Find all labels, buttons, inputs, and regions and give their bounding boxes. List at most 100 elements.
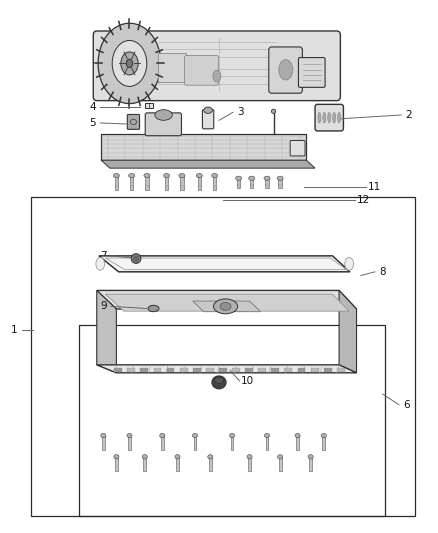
Text: 2: 2: [406, 110, 412, 120]
Ellipse shape: [212, 173, 218, 177]
Ellipse shape: [308, 455, 313, 459]
Bar: [250, 178, 254, 188]
Bar: [297, 368, 305, 372]
Ellipse shape: [144, 173, 150, 177]
Ellipse shape: [113, 173, 120, 177]
Bar: [285, 368, 292, 372]
Ellipse shape: [345, 257, 353, 270]
Ellipse shape: [277, 176, 283, 180]
Ellipse shape: [175, 455, 180, 459]
Ellipse shape: [134, 256, 139, 261]
Ellipse shape: [230, 433, 235, 438]
Bar: [237, 178, 240, 188]
Text: 9: 9: [100, 301, 106, 311]
Bar: [198, 175, 201, 190]
Ellipse shape: [101, 433, 106, 438]
FancyBboxPatch shape: [269, 47, 302, 93]
Ellipse shape: [129, 173, 135, 177]
Bar: [141, 368, 148, 372]
Bar: [232, 368, 240, 372]
FancyBboxPatch shape: [184, 55, 219, 85]
Ellipse shape: [121, 52, 138, 75]
Ellipse shape: [272, 109, 276, 114]
Ellipse shape: [323, 112, 326, 123]
FancyBboxPatch shape: [127, 115, 140, 130]
Ellipse shape: [160, 433, 165, 438]
FancyBboxPatch shape: [290, 141, 305, 156]
Bar: [161, 435, 164, 450]
Ellipse shape: [131, 119, 137, 125]
Bar: [213, 175, 216, 190]
Ellipse shape: [264, 176, 270, 180]
FancyBboxPatch shape: [298, 58, 325, 87]
Text: 5: 5: [89, 118, 95, 128]
Bar: [180, 175, 184, 190]
Bar: [153, 368, 161, 372]
Bar: [258, 368, 266, 372]
Bar: [193, 368, 201, 372]
Ellipse shape: [208, 455, 213, 459]
Ellipse shape: [131, 254, 141, 263]
Text: 12: 12: [357, 195, 370, 205]
Ellipse shape: [98, 23, 161, 103]
Polygon shape: [99, 256, 350, 272]
Bar: [115, 175, 118, 190]
Bar: [194, 435, 196, 450]
FancyBboxPatch shape: [315, 104, 343, 131]
Bar: [115, 457, 118, 471]
Ellipse shape: [215, 377, 223, 383]
Ellipse shape: [249, 176, 255, 180]
Bar: [324, 368, 332, 372]
Polygon shape: [339, 290, 357, 373]
Ellipse shape: [163, 173, 170, 177]
Bar: [311, 368, 318, 372]
Ellipse shape: [321, 433, 326, 438]
Ellipse shape: [96, 257, 105, 270]
Bar: [248, 457, 251, 471]
Bar: [272, 368, 279, 372]
Bar: [158, 53, 186, 82]
Bar: [127, 368, 135, 372]
Ellipse shape: [204, 107, 212, 114]
Polygon shape: [97, 365, 357, 373]
Polygon shape: [101, 134, 306, 160]
Polygon shape: [97, 290, 117, 373]
Text: 10: 10: [241, 376, 254, 386]
Text: 4: 4: [89, 102, 95, 112]
Bar: [180, 368, 187, 372]
FancyBboxPatch shape: [202, 110, 214, 129]
Ellipse shape: [220, 302, 231, 310]
Ellipse shape: [265, 433, 269, 438]
Bar: [337, 368, 345, 372]
Bar: [206, 368, 214, 372]
FancyBboxPatch shape: [145, 113, 181, 136]
Bar: [102, 435, 105, 450]
Bar: [128, 435, 131, 450]
Bar: [279, 178, 282, 188]
Polygon shape: [193, 301, 261, 312]
Text: 11: 11: [367, 182, 381, 192]
Bar: [145, 103, 152, 108]
Polygon shape: [97, 290, 357, 309]
Polygon shape: [106, 294, 349, 311]
Ellipse shape: [114, 455, 119, 459]
Bar: [309, 457, 312, 471]
Bar: [219, 368, 227, 372]
Bar: [279, 457, 282, 471]
Bar: [231, 435, 233, 450]
Ellipse shape: [278, 455, 283, 459]
Text: 7: 7: [100, 251, 106, 261]
Ellipse shape: [127, 433, 132, 438]
Bar: [114, 368, 122, 372]
FancyBboxPatch shape: [93, 31, 340, 101]
Ellipse shape: [338, 112, 341, 123]
Bar: [176, 457, 179, 471]
Ellipse shape: [279, 60, 293, 80]
Ellipse shape: [295, 433, 300, 438]
Bar: [130, 175, 134, 190]
Ellipse shape: [213, 70, 221, 82]
Bar: [322, 435, 325, 450]
Text: 6: 6: [403, 400, 410, 410]
Ellipse shape: [142, 455, 147, 459]
Bar: [245, 368, 253, 372]
